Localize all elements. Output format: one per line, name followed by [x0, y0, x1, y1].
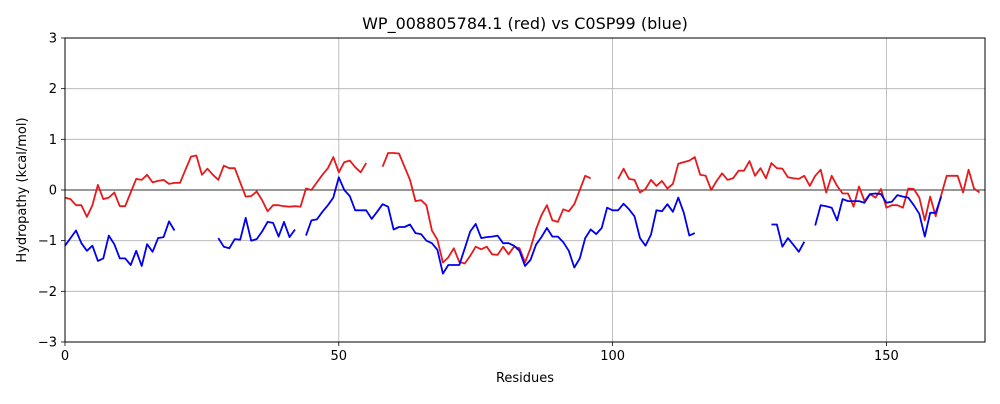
x-tick-label: 50: [331, 349, 348, 364]
x-axis-label: Residues: [496, 371, 554, 386]
series-line-segment: [305, 176, 696, 275]
y-tick-label: 1: [49, 133, 57, 148]
y-tick-label: 0: [49, 184, 57, 199]
y-tick-label: −3: [38, 336, 57, 351]
x-tick-label: 150: [874, 349, 899, 364]
series-line-segment: [814, 192, 943, 238]
y-tick-label: −2: [38, 285, 57, 300]
series-line-segment: [617, 156, 981, 222]
y-tick-label: 2: [49, 82, 57, 97]
y-axis-label: Hydropathy (kcal/mol): [15, 117, 30, 262]
series-line-segment: [64, 220, 176, 267]
y-tick-label: −1: [38, 234, 57, 249]
x-tick-label: 0: [61, 349, 69, 364]
series-layer: [64, 152, 981, 275]
tick-layer: 0 50 100 150 −3 −2 −1 0 1 2 3: [38, 32, 899, 365]
series-line-segment: [64, 154, 367, 218]
series-1: [64, 176, 943, 275]
series-line-segment: [771, 223, 806, 253]
series-line-segment: [381, 152, 592, 265]
x-tick-label: 100: [600, 349, 625, 364]
series-0: [64, 152, 981, 265]
chart-title: WP_008805784.1 (red) vs C0SP99 (blue): [362, 14, 688, 34]
y-tick-label: 3: [49, 32, 57, 47]
series-line-segment: [217, 216, 296, 250]
